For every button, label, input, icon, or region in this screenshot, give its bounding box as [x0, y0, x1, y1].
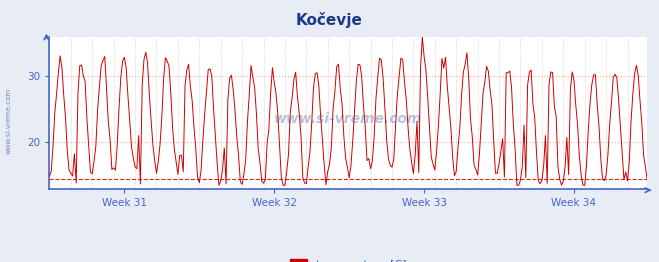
Legend: temperatura [C]: temperatura [C] — [286, 255, 411, 262]
Text: Kočevje: Kočevje — [296, 12, 363, 28]
Text: www.si-vreme.com: www.si-vreme.com — [274, 112, 422, 126]
Text: www.si-vreme.com: www.si-vreme.com — [5, 88, 11, 154]
